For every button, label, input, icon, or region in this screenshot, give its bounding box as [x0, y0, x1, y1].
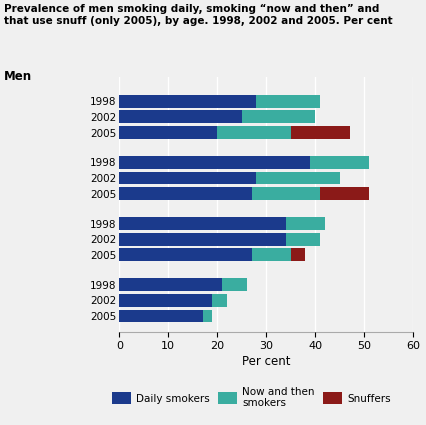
Bar	[203, 309, 212, 323]
Bar	[119, 156, 310, 169]
Legend: Daily smokers, Now and then
smokers, Snuffers: Daily smokers, Now and then smokers, Snu…	[108, 382, 395, 413]
Bar	[119, 187, 251, 200]
Text: Prevalence of men smoking daily, smoking “now and then” and
that use snuff (only: Prevalence of men smoking daily, smoking…	[4, 4, 393, 26]
Bar	[256, 95, 320, 108]
Bar	[242, 110, 315, 123]
Bar	[222, 278, 247, 291]
Bar	[119, 233, 286, 246]
Bar	[212, 294, 227, 307]
Text: Men: Men	[4, 70, 32, 83]
Bar	[119, 278, 222, 291]
Bar	[286, 217, 325, 230]
Bar	[320, 187, 369, 200]
Bar	[119, 172, 256, 184]
Bar	[119, 95, 256, 108]
Bar	[291, 126, 349, 139]
Bar	[256, 172, 340, 184]
Bar	[119, 217, 286, 230]
Bar	[119, 294, 212, 307]
Bar	[119, 249, 251, 261]
Bar	[119, 309, 203, 323]
Bar	[310, 156, 369, 169]
Bar	[119, 110, 242, 123]
Bar	[217, 126, 291, 139]
Bar	[286, 233, 320, 246]
Bar	[251, 249, 291, 261]
Bar	[251, 187, 320, 200]
Bar	[119, 126, 217, 139]
Bar	[291, 249, 305, 261]
X-axis label: Per cent: Per cent	[242, 355, 291, 368]
